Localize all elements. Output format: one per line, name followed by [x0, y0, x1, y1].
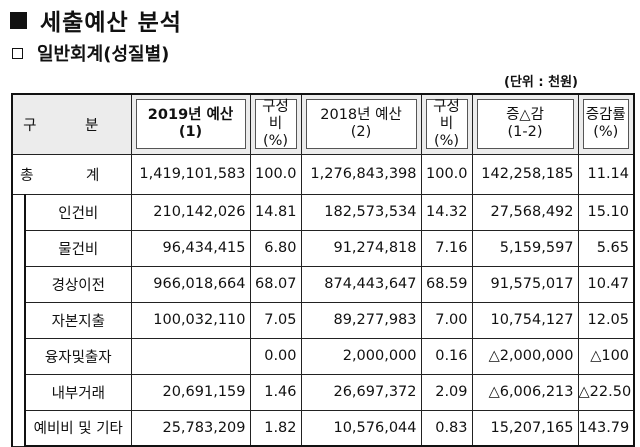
row-ratio-2: 68.59 — [420, 265, 473, 303]
header-ratio-1: 구성비 (%) — [249, 93, 302, 155]
row-2018: 2,000,000 — [300, 337, 422, 375]
row-diff: △6,006,213 — [471, 373, 579, 411]
header-2018: 2018년 예산 (2) — [300, 93, 422, 155]
header-diff: 증△감 (1-2) — [471, 93, 579, 155]
row-diff: 5,159,597 — [471, 229, 579, 267]
page-title-text: 세출예산 분석 — [40, 10, 182, 36]
row-2018: 10,576,044 — [300, 409, 422, 447]
row-label: 예비비 및 기타 — [24, 409, 132, 447]
header-ratio-2-sub: (%) — [433, 132, 460, 149]
header-diff-label: 증△감 — [506, 107, 544, 124]
row-ratio-1: 1.46 — [249, 373, 302, 411]
row-label: 내부거래 — [24, 373, 132, 411]
row-diff: 15,207,165 — [471, 409, 579, 447]
header-rate-label: 증감률 — [585, 107, 626, 124]
row-2018: 89,277,983 — [300, 301, 422, 339]
row-2018: 91,274,818 — [300, 229, 422, 267]
row-ratio-2: 14.32 — [420, 193, 473, 231]
row-rate: 12.05 — [577, 301, 636, 339]
row-ratio-1: 7.05 — [249, 301, 302, 339]
row-2018: 874,443,647 — [300, 265, 422, 303]
row-ratio-1: 0.00 — [249, 337, 302, 375]
row-label: 자본지출 — [24, 301, 132, 339]
header-rate-sub: (%) — [593, 124, 619, 141]
total-rate: 11.14 — [577, 153, 636, 195]
total-label: 총 계 — [10, 153, 132, 195]
row-2019: 210,142,026 — [130, 193, 251, 231]
row-ratio-1: 68.07 — [249, 265, 302, 303]
header-ratio-1-label: 구성비 — [262, 98, 289, 132]
row-diff: 91,575,017 — [471, 265, 579, 303]
page-title: 세출예산 분석 — [10, 4, 182, 36]
section-subtitle: 일반회계(성질별) — [12, 41, 169, 65]
row-diff: 10,754,127 — [471, 301, 579, 339]
empty-square-icon — [12, 47, 23, 59]
black-square-icon — [10, 11, 27, 29]
table-header-row: 구 분 2019년 예산 (1) 구성비 (%) 2018년 예산 (2) 구성… — [10, 93, 636, 155]
row-ratio-2: 0.16 — [420, 337, 473, 375]
row-label: 인건비 — [24, 193, 132, 231]
table-row: 내부거래 20,691,159 1.46 26,697,372 2.09 △6,… — [12, 373, 636, 411]
total-ratio-1: 100.0 — [249, 153, 302, 195]
row-ratio-2: 7.00 — [420, 301, 473, 339]
indent-cell — [11, 193, 26, 447]
row-2018: 182,573,534 — [300, 193, 422, 231]
row-ratio-1: 6.80 — [249, 229, 302, 267]
header-2019: 2019년 예산 (1) — [130, 93, 251, 155]
total-2018: 1,276,843,398 — [300, 153, 422, 195]
row-diff: △2,000,000 — [471, 337, 579, 375]
header-gubun: 구 분 — [10, 93, 132, 155]
row-2019: 20,691,159 — [130, 373, 251, 411]
total-ratio-2: 100.0 — [420, 153, 473, 195]
table-row: 자본지출 100,032,110 7.05 89,277,983 7.00 10… — [12, 301, 636, 339]
total-diff: 142,258,185 — [471, 153, 579, 195]
row-ratio-2: 2.09 — [420, 373, 473, 411]
row-rate: △100 — [577, 337, 636, 375]
table-row: 인건비 210,142,026 14.81 182,573,534 14.32 … — [11, 193, 636, 447]
header-2019-sub: (1) — [178, 124, 203, 141]
row-ratio-2: 7.16 — [420, 229, 473, 267]
row-rate: 143.79 — [577, 409, 636, 447]
total-2019: 1,419,101,583 — [130, 153, 251, 195]
table-row: 물건비 96,434,415 6.80 91,274,818 7.16 5,15… — [12, 229, 636, 267]
row-label: 경상이전 — [24, 265, 132, 303]
header-ratio-1-sub: (%) — [262, 132, 289, 149]
table-row: 융자및출자 0.00 2,000,000 0.16 △2,000,000 △10… — [12, 337, 636, 375]
section-subtitle-text: 일반회계(성질별) — [37, 44, 170, 65]
header-diff-sub: (1-2) — [507, 124, 543, 141]
row-diff: 27,568,492 — [471, 193, 579, 231]
table-row: 예비비 및 기타 25,783,209 1.82 10,576,044 0.83… — [12, 409, 636, 447]
row-ratio-1: 1.82 — [249, 409, 302, 447]
header-2018-label: 2018년 예산 — [320, 107, 402, 124]
header-2018-sub: (2) — [350, 124, 372, 141]
row-2018: 26,697,372 — [300, 373, 422, 411]
row-rate: 5.65 — [577, 229, 636, 267]
unit-label: (단위 : 천원) — [504, 75, 578, 90]
header-2019-label: 2019년 예산 — [147, 107, 234, 124]
table-row-total: 총 계 1,419,101,583 100.0 1,276,843,398 10… — [10, 153, 636, 195]
row-label: 물건비 — [24, 229, 132, 267]
row-ratio-1: 14.81 — [249, 193, 302, 231]
budget-table: 구 분 2019년 예산 (1) 구성비 (%) 2018년 예산 (2) 구성… — [10, 93, 636, 447]
row-2019: 100,032,110 — [130, 301, 251, 339]
row-2019: 25,783,209 — [130, 409, 251, 447]
table-row: 경상이전 966,018,664 68.07 874,443,647 68.59… — [12, 265, 636, 303]
row-ratio-2: 0.83 — [420, 409, 473, 447]
header-rate: 증감률 (%) — [577, 93, 636, 155]
header-ratio-2-label: 구성비 — [433, 98, 460, 132]
row-label: 융자및출자 — [24, 337, 132, 375]
row-rate: △22.50 — [577, 373, 636, 411]
row-rate: 15.10 — [577, 193, 636, 231]
header-ratio-2: 구성비 (%) — [420, 93, 473, 155]
row-2019: 96,434,415 — [130, 229, 251, 267]
row-2019: 966,018,664 — [130, 265, 251, 303]
row-rate: 10.47 — [577, 265, 636, 303]
row-2019 — [130, 337, 251, 375]
